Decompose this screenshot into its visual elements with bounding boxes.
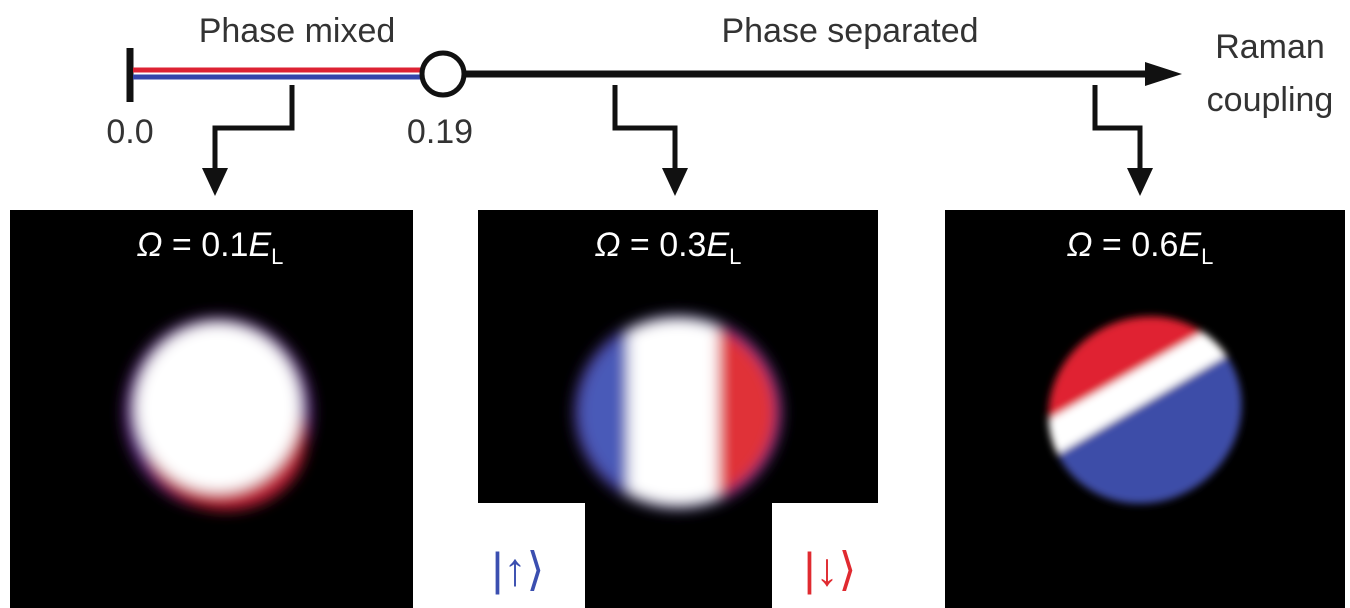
axis-label: Raman	[1215, 28, 1325, 66]
tick-label: 0.0	[106, 113, 153, 151]
axis-label: coupling	[1207, 81, 1334, 119]
region-label: Phase mixed	[199, 12, 396, 50]
panel-label: Ω = 0.6EL	[1067, 226, 1214, 269]
figure: Phase mixed Phase separated Raman coupli…	[0, 0, 1350, 608]
critical-point	[422, 53, 464, 95]
state-label: |↓⟩	[804, 543, 857, 595]
panel-label: Ω = 0.1EL	[137, 226, 284, 269]
tick-label: 0.19	[407, 113, 473, 151]
arrowhead	[1145, 62, 1182, 86]
panel-label: Ω = 0.3EL	[595, 226, 742, 269]
state-label: |↑⟩	[492, 543, 545, 595]
connectors	[215, 85, 1140, 170]
connector-arrows	[202, 168, 1153, 196]
region-label: Phase separated	[721, 12, 978, 50]
